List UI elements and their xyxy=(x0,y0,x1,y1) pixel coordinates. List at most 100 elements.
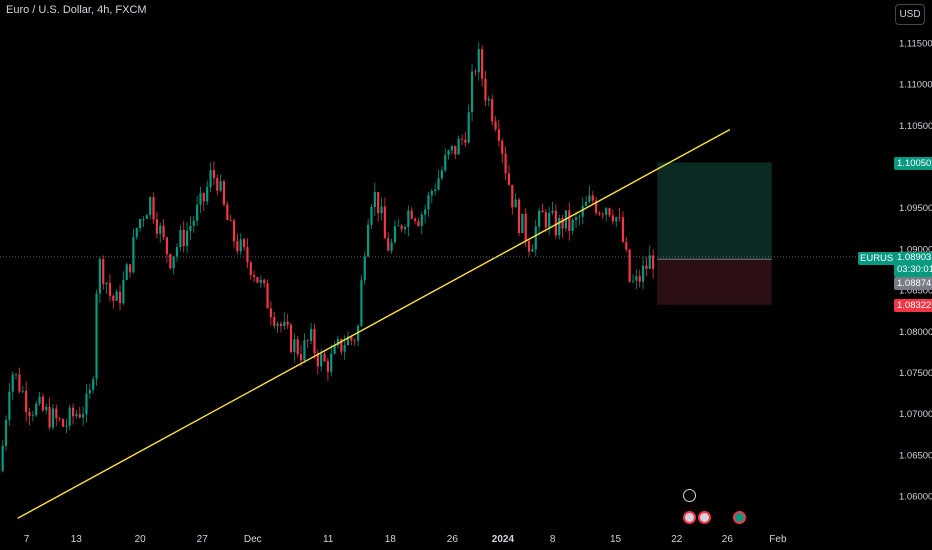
candle-body xyxy=(118,291,122,304)
candle-body xyxy=(286,321,289,325)
price-tick-label: 1.08000 xyxy=(899,327,932,338)
candle-body xyxy=(548,212,551,228)
candle-body xyxy=(85,393,88,415)
candle-body xyxy=(253,275,256,278)
candle-body xyxy=(333,345,336,354)
candle-body xyxy=(105,282,108,285)
candle-body xyxy=(125,264,128,280)
candle-body xyxy=(162,225,165,238)
candle-body xyxy=(246,247,249,263)
candle-body xyxy=(638,276,641,282)
candle-body xyxy=(581,205,584,217)
candle-body xyxy=(289,324,293,353)
candle-body xyxy=(152,197,155,220)
symbol-label: EURUSD xyxy=(860,253,901,264)
candle-body xyxy=(71,407,75,417)
candle-body xyxy=(169,254,172,269)
candle-body xyxy=(625,241,628,250)
candle-body xyxy=(212,170,215,179)
economic-event-eu-icon[interactable] xyxy=(683,511,696,524)
candle-body xyxy=(393,226,397,243)
candle-body xyxy=(135,228,138,238)
candle-body xyxy=(222,181,226,205)
price-tick-label: 1.06500 xyxy=(899,450,932,461)
candle-body xyxy=(112,295,115,301)
candle-body xyxy=(159,225,162,234)
candle-body xyxy=(256,277,259,283)
candle-body xyxy=(527,241,531,252)
candles xyxy=(1,42,655,473)
candle-body xyxy=(558,217,561,236)
candle-body xyxy=(35,403,38,416)
candle-body xyxy=(122,279,125,304)
candle-body xyxy=(568,210,571,231)
candle-body xyxy=(340,339,343,352)
candle-body xyxy=(457,138,460,155)
stop-price-tag: 1.08322 xyxy=(894,299,932,312)
candle-body xyxy=(561,217,564,229)
candle-body xyxy=(427,195,430,210)
loss-zone[interactable] xyxy=(657,259,772,305)
profit-zone[interactable] xyxy=(657,162,772,260)
candle-body xyxy=(595,200,598,213)
candle-body xyxy=(481,49,484,79)
time-tick-label: 15 xyxy=(610,534,622,545)
candle-body xyxy=(4,419,8,446)
candle-body xyxy=(511,184,514,208)
candle-body xyxy=(185,230,189,247)
price-tick-label: 1.09500 xyxy=(899,203,932,214)
time-tick-label: 7 xyxy=(24,534,30,545)
candle-body xyxy=(652,255,655,269)
candle-body xyxy=(128,264,132,273)
candle-body xyxy=(477,49,480,73)
time-tick-label: 8 xyxy=(550,534,556,545)
candle-body xyxy=(444,155,447,171)
candle-body xyxy=(648,255,651,269)
candle-body xyxy=(447,150,450,156)
candle-body xyxy=(279,323,283,327)
candle-body xyxy=(232,220,236,242)
time-tick-label: Feb xyxy=(769,534,787,545)
candle-body xyxy=(631,280,635,282)
candle-body xyxy=(206,186,209,202)
candle-body xyxy=(209,170,212,187)
flash-event-icon[interactable] xyxy=(683,489,696,502)
candle-body xyxy=(363,256,366,281)
candle-body xyxy=(588,195,591,203)
price-tick-label: 1.07500 xyxy=(899,368,932,379)
price-tick-label: 1.06000 xyxy=(899,492,932,503)
candle-body xyxy=(437,178,440,190)
candle-body xyxy=(470,71,474,113)
candle-body xyxy=(21,390,24,392)
candle-body xyxy=(464,139,467,143)
candle-body xyxy=(75,414,78,417)
trendline xyxy=(17,128,731,519)
candle-body xyxy=(219,181,222,191)
economic-event-icon[interactable] xyxy=(733,511,746,524)
candle-body xyxy=(410,210,413,219)
candle-body xyxy=(507,173,511,185)
candle-body xyxy=(306,340,309,342)
bar-countdown: 03:30:01 xyxy=(897,264,932,275)
time-tick-label: 11 xyxy=(323,534,334,545)
target-price-value: 1.10050 xyxy=(897,158,932,169)
candle-body xyxy=(377,192,380,214)
candle-body xyxy=(296,339,299,355)
candle-body xyxy=(226,204,229,221)
candle-body xyxy=(598,212,601,215)
candle-body xyxy=(531,249,534,252)
candle-body xyxy=(182,229,185,247)
candle-body xyxy=(538,210,541,227)
price-tick-label: 1.09000 xyxy=(899,244,932,255)
candle-body xyxy=(259,279,262,283)
candle-body xyxy=(31,415,34,416)
candle-body xyxy=(310,328,313,341)
economic-event-us-icon[interactable] xyxy=(698,511,711,524)
candle-body xyxy=(400,225,403,230)
currency-button[interactable]: USD xyxy=(895,4,925,25)
candle-body xyxy=(578,216,581,218)
candle-body xyxy=(1,445,4,472)
candle-body xyxy=(28,412,31,416)
